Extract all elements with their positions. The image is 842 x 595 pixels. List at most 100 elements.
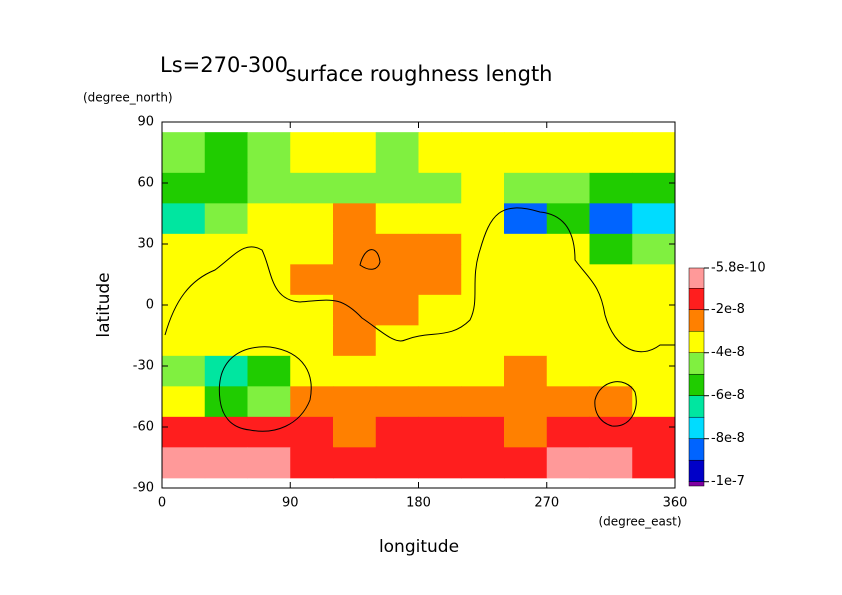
contour-cell (589, 447, 633, 479)
y-tick-label: 90 (137, 115, 154, 130)
contour-cell (418, 294, 462, 326)
contour-cell (204, 416, 248, 448)
contour-cell (632, 355, 676, 387)
contour-cell (333, 386, 377, 418)
contour-cell (632, 203, 676, 235)
contour-cell (333, 447, 377, 479)
contour-cell (162, 172, 206, 204)
contour-cell (204, 386, 248, 418)
contour-cell (375, 203, 419, 235)
contour-cell (632, 416, 676, 448)
contour-cell (589, 355, 633, 387)
contour-cell (461, 416, 505, 448)
contour-cell (504, 132, 548, 174)
contour-cell (461, 355, 505, 387)
contour-cell (247, 416, 291, 448)
contour-cell (204, 264, 248, 296)
contour-cell (546, 294, 590, 326)
subtitle: Ls=270-300 (160, 53, 288, 77)
contour-cell (204, 233, 248, 265)
contour-cell (461, 325, 505, 357)
contour-cell (504, 264, 548, 296)
contour-cell (418, 203, 462, 235)
contour-cell (461, 447, 505, 479)
contour-cell (504, 172, 548, 204)
x-units: (degree_east) (598, 515, 681, 529)
contour-cell (632, 447, 676, 479)
y-tick-label: -60 (133, 420, 154, 435)
x-tick-label: 270 (534, 496, 559, 511)
contour-cell (333, 416, 377, 448)
contour-cell (290, 233, 334, 265)
y-tick-label: 60 (137, 176, 154, 191)
contour-cell (162, 355, 206, 387)
contour-cell (375, 233, 419, 265)
contour-cell (632, 386, 676, 418)
contour-cell (204, 132, 248, 174)
contour-cell (589, 233, 633, 265)
contour-cell (461, 294, 505, 326)
colorbar-segment (688, 352, 705, 375)
y-tick-label: -90 (133, 481, 154, 496)
contour-cell (247, 203, 291, 235)
contour-cell (204, 203, 248, 235)
colorbar-segment (688, 330, 705, 353)
contour-cell (290, 294, 334, 326)
colorbar-label: -1e-7 (711, 474, 745, 489)
contour-line (164, 207, 675, 353)
contour-cell (461, 172, 505, 204)
contour-cell (504, 416, 548, 448)
contour-cell (589, 132, 633, 174)
colorbar-segment (688, 267, 705, 289)
contour-cell (546, 264, 590, 296)
contour-cell (546, 132, 590, 174)
contour-cell (375, 264, 419, 296)
colorbar-label: -2e-8 (711, 302, 745, 317)
contour-cell (589, 264, 633, 296)
contour-cell (632, 294, 676, 326)
contour-cell (204, 355, 248, 387)
contour-cell (290, 203, 334, 235)
contour-cell (162, 132, 206, 174)
contour-cell (504, 203, 548, 235)
contour-cell (546, 447, 590, 479)
contour-line (594, 381, 637, 427)
colorbar-segment (688, 438, 705, 461)
contour-cell (162, 416, 206, 448)
colorbar-segment (688, 287, 705, 310)
contour-cell (375, 386, 419, 418)
contour-cell (247, 355, 291, 387)
contour-cell (247, 447, 291, 479)
colorbar-segment (688, 309, 705, 332)
contour-cell (504, 294, 548, 326)
contour-cell (247, 386, 291, 418)
contour-cell (418, 386, 462, 418)
contour-cell (247, 132, 291, 174)
contour-cell (632, 325, 676, 357)
y-tick-label: 30 (137, 237, 154, 252)
contour-cell (162, 325, 206, 357)
contour-cell (546, 325, 590, 357)
contour-cell (461, 264, 505, 296)
contour-cell (632, 132, 676, 174)
contour-cell (546, 233, 590, 265)
contour-cell (162, 447, 206, 479)
contour-cell (461, 132, 505, 174)
contour-cell (204, 447, 248, 479)
contour-cell (504, 233, 548, 265)
contour-cell (375, 172, 419, 204)
contour-cell (204, 172, 248, 204)
contour-cell (461, 386, 505, 418)
contour-cell (162, 233, 206, 265)
contour-cell (290, 447, 334, 479)
contour-cell (290, 132, 334, 174)
colorbar-segment (688, 416, 705, 439)
y-tick-label: 0 (146, 298, 154, 313)
contour-cell (247, 233, 291, 265)
contour-cell (375, 132, 419, 174)
contour-cell (290, 325, 334, 357)
colorbar-segment (688, 395, 705, 418)
chart-title: surface roughness length (286, 62, 553, 86)
contour-cell (418, 132, 462, 174)
